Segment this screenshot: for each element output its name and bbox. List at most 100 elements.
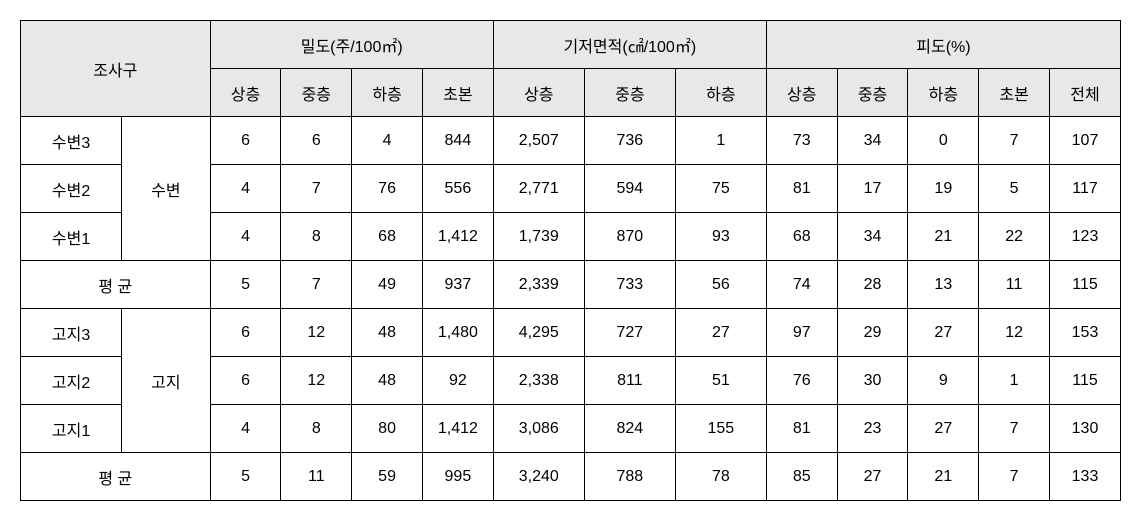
data-cell: 556	[422, 165, 493, 213]
data-cell: 153	[1050, 309, 1121, 357]
data-cell: 107	[1050, 117, 1121, 165]
data-cell: 736	[584, 117, 675, 165]
data-cell: 811	[584, 357, 675, 405]
data-cell: 75	[675, 165, 766, 213]
header-survey-area: 조사구	[21, 21, 211, 117]
data-cell: 8	[281, 213, 352, 261]
data-cell: 3,086	[493, 405, 584, 453]
data-cell: 0	[908, 117, 979, 165]
data-cell: 3,240	[493, 453, 584, 501]
data-cell: 59	[352, 453, 423, 501]
data-cell: 733	[584, 261, 675, 309]
data-cell: 73	[766, 117, 837, 165]
data-cell: 727	[584, 309, 675, 357]
data-cell: 28	[837, 261, 908, 309]
data-cell: 29	[837, 309, 908, 357]
data-cell: 1	[675, 117, 766, 165]
data-cell: 78	[675, 453, 766, 501]
data-cell: 4,295	[493, 309, 584, 357]
header-d-middle: 중층	[281, 69, 352, 117]
data-cell: 76	[766, 357, 837, 405]
data-cell: 80	[352, 405, 423, 453]
header-b-lower: 하층	[675, 69, 766, 117]
header-c-total: 전체	[1050, 69, 1121, 117]
data-cell: 68	[766, 213, 837, 261]
data-cell: 23	[837, 405, 908, 453]
data-cell: 11	[281, 453, 352, 501]
data-cell: 2,771	[493, 165, 584, 213]
data-cell: 34	[837, 213, 908, 261]
data-cell: 68	[352, 213, 423, 261]
data-cell: 870	[584, 213, 675, 261]
table-row: 고지3 고지 6 12 48 1,480 4,295 727 27 97 29 …	[21, 309, 1121, 357]
data-cell: 12	[281, 357, 352, 405]
data-cell: 11	[979, 261, 1050, 309]
data-cell: 27	[908, 405, 979, 453]
data-cell: 85	[766, 453, 837, 501]
data-cell: 6	[281, 117, 352, 165]
data-cell: 115	[1050, 357, 1121, 405]
data-cell: 34	[837, 117, 908, 165]
data-cell: 7	[979, 117, 1050, 165]
data-cell: 6	[210, 309, 281, 357]
data-cell: 2,507	[493, 117, 584, 165]
data-cell: 123	[1050, 213, 1121, 261]
data-cell: 13	[908, 261, 979, 309]
data-cell: 130	[1050, 405, 1121, 453]
data-cell: 6	[210, 117, 281, 165]
average-row: 평 균 5 7 49 937 2,339 733 56 74 28 13 11 …	[21, 261, 1121, 309]
site-cell: 수변1	[21, 213, 122, 261]
data-cell: 22	[979, 213, 1050, 261]
data-cell: 115	[1050, 261, 1121, 309]
header-d-upper: 상층	[210, 69, 281, 117]
site-cell: 고지3	[21, 309, 122, 357]
header-row-1: 조사구 밀도(주/100㎡) 기저면적(㎠/100㎡) 피도(%)	[21, 21, 1121, 69]
header-d-lower: 하층	[352, 69, 423, 117]
header-c-upper: 상층	[766, 69, 837, 117]
table-row: 수변3 수변 6 6 4 844 2,507 736 1 73 34 0 7 1…	[21, 117, 1121, 165]
data-cell: 17	[837, 165, 908, 213]
data-cell: 4	[210, 213, 281, 261]
header-c-lower: 하층	[908, 69, 979, 117]
group-waterside: 수변	[122, 117, 211, 261]
data-cell: 5	[210, 453, 281, 501]
site-cell: 수변3	[21, 117, 122, 165]
data-cell: 48	[352, 357, 423, 405]
data-cell: 824	[584, 405, 675, 453]
header-basal-area: 기저면적(㎠/100㎡)	[493, 21, 766, 69]
data-cell: 27	[675, 309, 766, 357]
header-c-middle: 중층	[837, 69, 908, 117]
data-cell: 7	[281, 165, 352, 213]
average-label: 평 균	[21, 453, 211, 501]
data-cell: 8	[281, 405, 352, 453]
data-cell: 1,412	[422, 405, 493, 453]
header-b-middle: 중층	[584, 69, 675, 117]
data-cell: 7	[281, 261, 352, 309]
data-cell: 48	[352, 309, 423, 357]
data-cell: 19	[908, 165, 979, 213]
data-cell: 27	[837, 453, 908, 501]
data-cell: 92	[422, 357, 493, 405]
header-c-herb: 초본	[979, 69, 1050, 117]
data-cell: 117	[1050, 165, 1121, 213]
data-cell: 4	[210, 165, 281, 213]
data-cell: 74	[766, 261, 837, 309]
data-cell: 12	[281, 309, 352, 357]
data-cell: 27	[908, 309, 979, 357]
site-cell: 고지2	[21, 357, 122, 405]
data-cell: 81	[766, 405, 837, 453]
data-cell: 5	[210, 261, 281, 309]
data-cell: 30	[837, 357, 908, 405]
data-cell: 2,339	[493, 261, 584, 309]
data-cell: 51	[675, 357, 766, 405]
data-cell: 1,480	[422, 309, 493, 357]
header-density: 밀도(주/100㎡)	[210, 21, 493, 69]
data-cell: 6	[210, 357, 281, 405]
data-cell: 49	[352, 261, 423, 309]
data-cell: 4	[210, 405, 281, 453]
site-cell: 고지1	[21, 405, 122, 453]
data-cell: 76	[352, 165, 423, 213]
data-cell: 594	[584, 165, 675, 213]
data-cell: 155	[675, 405, 766, 453]
data-cell: 7	[979, 453, 1050, 501]
